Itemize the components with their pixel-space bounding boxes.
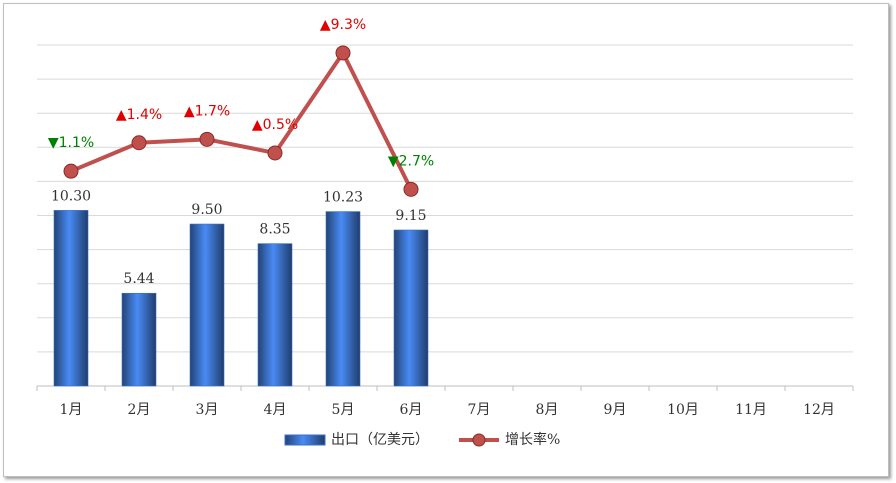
x-tick-label: 11月 [735,402,767,418]
line-value-label: ▲1.7% [184,103,230,119]
bar [53,210,89,387]
bar-value-label: 10.23 [323,190,363,206]
bar [257,243,293,387]
legend-swatch [284,434,326,446]
bar-value-label: 9.15 [395,208,426,224]
bar-value-label: 10.30 [51,188,91,204]
bar-value-label: 9.50 [191,202,222,218]
line-value-label: ▼1.1% [48,135,94,151]
bar [121,292,157,387]
line-marker [335,45,351,61]
line-marker [267,145,283,161]
bar-value-label: 8.35 [259,222,290,238]
x-tick-label: 6月 [400,402,423,418]
line-marker [403,181,419,197]
legend-label: 出口（亿美元） [331,432,429,448]
legend-label: 增长率% [505,431,560,448]
line-value-label: ▲0.5% [252,117,298,133]
x-tick-label: 3月 [196,402,219,418]
line-marker [131,135,147,151]
line-value-label: ▼2.7% [388,153,434,169]
x-tick-label: 10月 [667,402,699,418]
line [70,50,413,191]
bar-value-label: 5.44 [123,271,154,287]
x-tick-label: 9月 [604,402,627,418]
bar [325,211,361,387]
bar [393,229,429,387]
line-value-label: ▲9.3% [320,17,366,33]
x-tick-label: 4月 [264,402,287,418]
x-tick-label: 2月 [128,402,151,418]
legend-swatch [472,433,486,447]
x-tick-label: 5月 [332,402,355,418]
x-tick-label: 12月 [803,402,835,418]
x-tick-label: 7月 [468,402,491,418]
line-value-label: ▲1.4% [116,107,162,123]
x-tick-label: 8月 [536,402,559,418]
bar [189,223,225,387]
line-marker [63,163,79,179]
line-marker [199,131,215,147]
x-tick-label: 1月 [60,402,83,418]
chart-frame [3,3,889,477]
